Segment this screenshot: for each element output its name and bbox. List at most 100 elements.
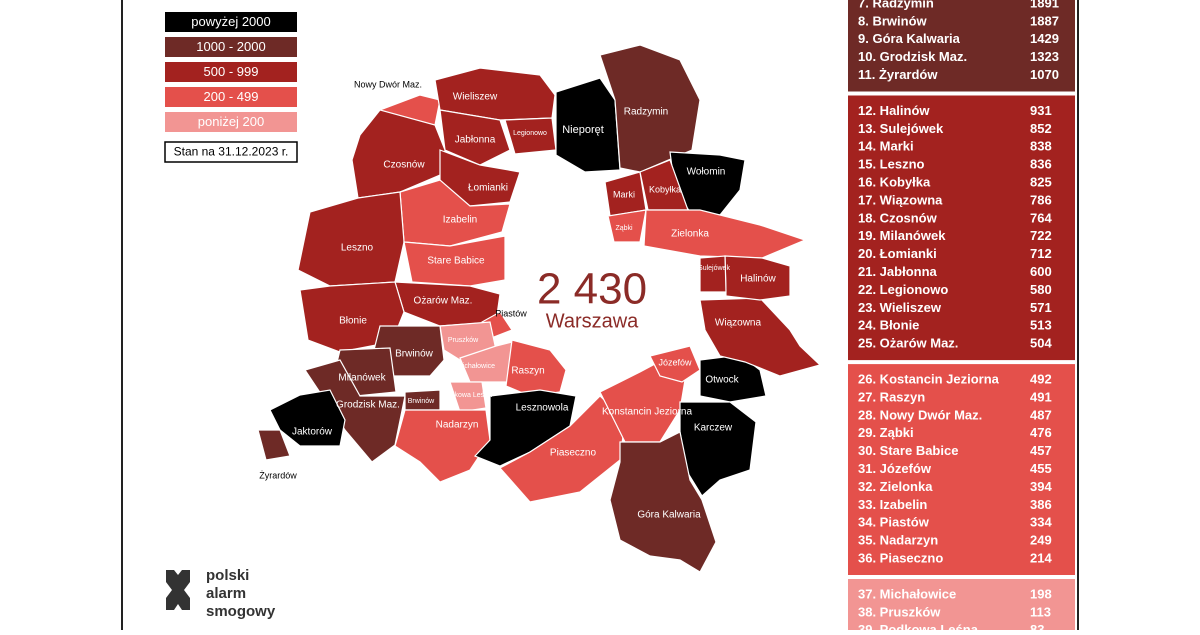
legend-swatch <box>165 12 297 32</box>
ranking-name: 22. Legionowo <box>858 282 948 297</box>
ranking-value: 1429 <box>1030 31 1059 46</box>
legend-swatch <box>165 37 297 57</box>
ranking-name: 29. Ząbki <box>858 425 914 440</box>
legend-label: 1000 - 2000 <box>196 39 265 54</box>
ranking-name: 39. Podkowa Leśna <box>858 622 979 630</box>
region-label: Ożarów Maz. <box>414 296 473 307</box>
ranking-name: 32. Zielonka <box>858 479 933 494</box>
region-label: Piaseczno <box>550 448 597 459</box>
region <box>643 209 807 259</box>
ranking-name: 36. Piaseczno <box>858 550 943 565</box>
region <box>403 235 506 287</box>
ranking-name: 11. Żyrardów <box>858 67 938 82</box>
ranking-value: 513 <box>1030 318 1052 333</box>
region-label: Nieporęt <box>562 124 604 136</box>
region-label: Błonie <box>339 316 367 327</box>
region-label: Czosnów <box>383 160 425 171</box>
region-label: Żyrardów <box>259 470 297 480</box>
region-label: Halinów <box>740 274 776 285</box>
ranking-value: 214 <box>1030 550 1052 565</box>
region-label: Raszyn <box>511 366 544 377</box>
ranking-name: 33. Izabelin <box>858 497 927 512</box>
ranking-name: 35. Nadarzyn <box>858 533 938 548</box>
ranking-value: 825 <box>1030 174 1052 189</box>
region <box>394 409 491 483</box>
ranking-name: 10. Grodzisk Maz. <box>858 49 967 64</box>
region-label: Grodzisk Maz. <box>336 400 400 411</box>
ranking-name: 12. Halinów <box>858 103 930 118</box>
region <box>449 381 487 413</box>
ranking-name: 20. Łomianki <box>858 246 937 261</box>
ranking-name: 31. Józefów <box>858 461 932 476</box>
region-label: Leszno <box>341 243 374 254</box>
region-label: Jabłonna <box>455 135 496 146</box>
ranking-value: 764 <box>1030 210 1052 225</box>
ranking-value: 334 <box>1030 515 1052 530</box>
ranking-name: 23. Wieliszew <box>858 300 942 315</box>
ranking-group <box>848 95 1075 361</box>
region-label: Izabelin <box>443 215 477 226</box>
ranking-value: 249 <box>1030 533 1052 548</box>
ranking-value: 836 <box>1030 157 1052 172</box>
ranking-value: 580 <box>1030 282 1052 297</box>
region-label: Sulejówek <box>698 265 730 272</box>
center-value: 2 430 <box>537 265 647 314</box>
region-label: Konstancin Jeziorna <box>602 407 692 418</box>
ranking-name: 37. Michałowice <box>858 586 956 601</box>
ranking-value: 852 <box>1030 121 1052 136</box>
region-label: Milanówek <box>338 373 386 384</box>
ranking-value: 838 <box>1030 139 1052 154</box>
region <box>304 359 406 463</box>
ranking-value: 491 <box>1030 389 1052 404</box>
ranking-name: 18. Czosnów <box>858 210 938 225</box>
ranking-value: 1887 <box>1030 13 1059 28</box>
ranking-value: 504 <box>1030 336 1052 351</box>
ranking-value: 571 <box>1030 300 1052 315</box>
ranking-name: 13. Sulejówek <box>858 121 944 136</box>
region <box>724 255 791 301</box>
logo-text: polski <box>206 567 249 584</box>
ranking-name: 26. Kostancin Jeziorna <box>858 371 1000 386</box>
logo-text: alarm <box>206 585 246 602</box>
ranking-name: 16. Kobyłka <box>858 174 931 189</box>
ranking-name: 28. Nowy Dwór Maz. <box>858 407 982 422</box>
region-label: Łomianki <box>468 183 508 194</box>
region-label: Stare Babice <box>427 256 485 267</box>
ranking-group <box>848 0 1075 92</box>
legend-label: 500 - 999 <box>204 64 259 79</box>
ranking-name: 38. Pruszków <box>858 604 941 619</box>
region-label: Brwinów <box>395 349 434 360</box>
ranking-group <box>848 364 1075 575</box>
ranking-name: 30. Stare Babice <box>858 443 958 458</box>
ranking-name: 19. Milanówek <box>858 228 946 243</box>
region-label: Brwinów <box>408 398 435 405</box>
region-label: Józefów <box>658 357 692 367</box>
region <box>505 339 567 397</box>
region-label: Podkowa Leśna <box>442 392 492 399</box>
ranking-value: 492 <box>1030 371 1052 386</box>
legend-note: Stan na 31.12.2023 r. <box>174 145 289 159</box>
ranking-name: 8. Brwinów <box>858 13 928 28</box>
ranking-value: 487 <box>1030 407 1052 422</box>
ranking-group <box>848 579 1075 635</box>
region-label: Piastów <box>495 308 527 318</box>
logo-text: smogowy <box>206 603 276 620</box>
ranking-name: 17. Wiązowna <box>858 192 943 207</box>
region-label: Otwock <box>705 375 739 386</box>
region-label: Radzymin <box>624 107 668 118</box>
region <box>607 209 647 243</box>
center-name: Warszawa <box>546 310 639 332</box>
ranking-name: 15. Leszno <box>858 157 925 172</box>
ranking-name: 9. Góra Kalwaria <box>858 31 961 46</box>
region <box>599 44 701 173</box>
logo-icon <box>166 570 190 610</box>
ranking-name: 7. Radzymin <box>858 0 934 10</box>
legend-swatch <box>165 112 297 132</box>
ranking-name: 21. Jabłonna <box>858 264 938 279</box>
ranking-name: 25. Ożarów Maz. <box>858 336 958 351</box>
ranking-value: 931 <box>1030 103 1052 118</box>
region <box>555 77 621 173</box>
region-label: Nowy Dwór Maz. <box>354 79 422 89</box>
